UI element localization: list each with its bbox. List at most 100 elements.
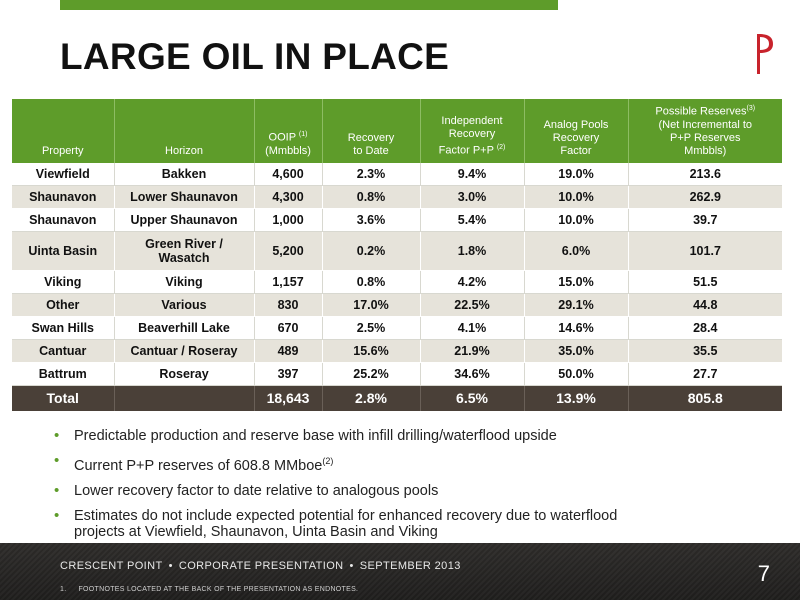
cell-analog: 10.0% bbox=[524, 208, 629, 232]
cell-ooip: 670 bbox=[254, 316, 323, 340]
col-header-recovery: Recovery to Date bbox=[322, 99, 421, 163]
cell-horizon: Green River / Wasatch bbox=[114, 231, 255, 271]
total-horizon-empty bbox=[114, 385, 255, 412]
cell-recovery: 3.6% bbox=[322, 208, 421, 232]
cell-analog: 29.1% bbox=[524, 293, 629, 317]
bullet-item: • Current P+P reserves of 608.8 MMboe(2) bbox=[54, 452, 334, 474]
cell-analog: 35.0% bbox=[524, 339, 629, 363]
table-row: Cantuar Cantuar / Roseray 489 15.6% 21.9… bbox=[12, 339, 782, 363]
bullet-item: • Estimates do not include expected pote… bbox=[54, 506, 618, 540]
bullet-list: • Predictable production and reserve bas… bbox=[52, 428, 752, 549]
cell-recovery: 0.8% bbox=[322, 270, 421, 294]
col-header-analog: Analog Pools Recovery Factor bbox=[524, 99, 629, 163]
total-ooip: 18,643 bbox=[254, 385, 323, 412]
cell-possible: 27.7 bbox=[628, 362, 782, 386]
cell-ooip: 489 bbox=[254, 339, 323, 363]
cell-property: Other bbox=[12, 293, 115, 317]
total-label: Total bbox=[12, 385, 115, 412]
cell-recovery: 2.5% bbox=[322, 316, 421, 340]
bullet-dot-icon: • bbox=[54, 427, 60, 444]
cell-horizon: Roseray bbox=[114, 362, 255, 386]
total-analog: 13.9% bbox=[524, 385, 629, 412]
cell-ooip: 4,300 bbox=[254, 185, 323, 209]
cell-property: Cantuar bbox=[12, 339, 115, 363]
cell-possible: 39.7 bbox=[628, 208, 782, 232]
table-row: Uinta Basin Green River / Wasatch 5,200 0… bbox=[12, 231, 782, 271]
cell-possible: 262.9 bbox=[628, 185, 782, 209]
cell-property: Swan Hills bbox=[12, 316, 115, 340]
col-header-independent: Independent Recovery Factor P+P (2) bbox=[420, 99, 525, 163]
cell-possible: 213.6 bbox=[628, 162, 782, 186]
cell-horizon: Beaverhill Lake bbox=[114, 316, 255, 340]
cell-horizon: Bakken bbox=[114, 162, 255, 186]
page-title: LARGE OIL IN PLACE bbox=[60, 36, 450, 77]
cell-property: Viewfield bbox=[12, 162, 115, 186]
footer-bar: CRESCENT POINT • CORPORATE PRESENTATION • SE… bbox=[0, 543, 800, 600]
table-row: Shaunavon Upper Shaunavon 1,000 3.6% 5.4… bbox=[12, 208, 782, 232]
cell-independent: 22.5% bbox=[420, 293, 525, 317]
cell-recovery: 2.3% bbox=[322, 162, 421, 186]
crescent-point-logo-icon bbox=[747, 26, 773, 74]
cell-independent: 21.9% bbox=[420, 339, 525, 363]
table-row: Viking Viking 1,157 0.8% 4.2% 15.0% 51.5 bbox=[12, 270, 782, 294]
cell-horizon: Viking bbox=[114, 270, 255, 294]
bullet-item: • Lower recovery factor to date relative… bbox=[54, 481, 439, 499]
footnote: 1. FOOTNOTES LOCATED AT THE BACK OF THE P… bbox=[60, 586, 359, 593]
cell-property: Uinta Basin bbox=[12, 231, 115, 271]
table-header-row: Property Horizon OOIP (1) (Mmbbls) Recov… bbox=[12, 99, 782, 163]
cell-independent: 1.8% bbox=[420, 231, 525, 271]
oil-in-place-table: Property Horizon OOIP (1) (Mmbbls) Recov… bbox=[12, 99, 782, 412]
cell-analog: 15.0% bbox=[524, 270, 629, 294]
total-independent: 6.5% bbox=[420, 385, 525, 412]
col-header-possible: Possible Reserves(3) (Net Incremental to… bbox=[628, 99, 782, 163]
total-recovery: 2.8% bbox=[322, 385, 421, 412]
table-row: Shaunavon Lower Shaunavon 4,300 0.8% 3.0… bbox=[12, 185, 782, 209]
cell-analog: 6.0% bbox=[524, 231, 629, 271]
cell-analog: 50.0% bbox=[524, 362, 629, 386]
cell-property: Viking bbox=[12, 270, 115, 294]
cell-possible: 101.7 bbox=[628, 231, 782, 271]
cell-property: Shaunavon bbox=[12, 185, 115, 209]
cell-horizon: Cantuar / Roseray bbox=[114, 339, 255, 363]
cell-property: Shaunavon bbox=[12, 208, 115, 232]
cell-ooip: 1,000 bbox=[254, 208, 323, 232]
bullet-dot-icon: • bbox=[54, 506, 60, 524]
cell-recovery: 15.6% bbox=[322, 339, 421, 363]
cell-ooip: 397 bbox=[254, 362, 323, 386]
cell-possible: 35.5 bbox=[628, 339, 782, 363]
page-number: 7 bbox=[757, 561, 770, 586]
bullet-item: • Predictable production and reserve bas… bbox=[54, 427, 557, 445]
cell-ooip: 5,200 bbox=[254, 231, 323, 271]
table-row: Viewfield Bakken 4,600 2.3% 9.4% 19.0% 2… bbox=[12, 162, 782, 186]
cell-property: Battrum bbox=[12, 362, 115, 386]
cell-analog: 10.0% bbox=[524, 185, 629, 209]
cell-independent: 34.6% bbox=[420, 362, 525, 386]
cell-analog: 19.0% bbox=[524, 162, 629, 186]
cell-independent: 5.4% bbox=[420, 208, 525, 232]
cell-ooip: 830 bbox=[254, 293, 323, 317]
table-row: Swan Hills Beaverhill Lake 670 2.5% 4.1%… bbox=[12, 316, 782, 340]
total-possible: 805.8 bbox=[628, 385, 782, 412]
table-row: Battrum Roseray 397 25.2% 34.6% 50.0% 27… bbox=[12, 362, 782, 386]
table-row: Other Various 830 17.0% 22.5% 29.1% 44.8 bbox=[12, 293, 782, 317]
bullet-dot-icon: • bbox=[54, 481, 60, 499]
cell-possible: 44.8 bbox=[628, 293, 782, 317]
table-total-row: Total 18,643 2.8% 6.5% 13.9% 805.8 bbox=[12, 385, 782, 412]
footer-caption: CRESCENT POINT • CORPORATE PRESENTATION • SE… bbox=[60, 560, 461, 572]
bullet-dot-icon: • bbox=[54, 452, 60, 469]
cell-independent: 4.2% bbox=[420, 270, 525, 294]
cell-independent: 9.4% bbox=[420, 162, 525, 186]
cell-independent: 4.1% bbox=[420, 316, 525, 340]
cell-recovery: 0.8% bbox=[322, 185, 421, 209]
cell-horizon: Various bbox=[114, 293, 255, 317]
top-accent-bar bbox=[60, 0, 558, 10]
cell-analog: 14.6% bbox=[524, 316, 629, 340]
cell-independent: 3.0% bbox=[420, 185, 525, 209]
col-header-ooip: OOIP (1) (Mmbbls) bbox=[254, 99, 323, 163]
cell-horizon: Lower Shaunavon bbox=[114, 185, 255, 209]
col-header-property: Property bbox=[12, 99, 115, 163]
col-header-horizon: Horizon bbox=[114, 99, 255, 163]
cell-recovery: 17.0% bbox=[322, 293, 421, 317]
cell-ooip: 4,600 bbox=[254, 162, 323, 186]
cell-ooip: 1,157 bbox=[254, 270, 323, 294]
